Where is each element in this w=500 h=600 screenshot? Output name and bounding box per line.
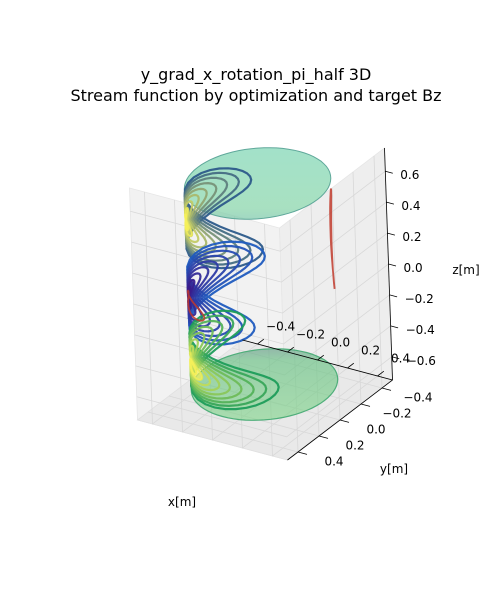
z-tick-mark-1 xyxy=(386,201,395,205)
z-tick-mark-2 xyxy=(387,232,396,236)
x-axis-label: x[m] xyxy=(168,495,196,509)
grid-line-z-1 xyxy=(131,201,387,283)
y-tick-mark-2 xyxy=(339,419,350,423)
upper_band-contour-0 xyxy=(183,167,265,270)
cylinder-body xyxy=(184,147,338,421)
y-tick-label-3: 0.2 xyxy=(345,439,364,453)
z-tick-mark-6 xyxy=(391,356,400,360)
z-tick-label-1: 0.4 xyxy=(401,199,420,213)
z-tick-mark-0 xyxy=(385,170,393,174)
y-tick-mark-0 xyxy=(381,387,392,391)
middle_band-contour-0 xyxy=(186,240,266,346)
y-tick-label-4: 0.4 xyxy=(324,455,343,469)
z-tick-mark-5 xyxy=(390,325,399,329)
target-bz-contour-left xyxy=(329,188,336,290)
x-tick-label-4: 0.4 xyxy=(391,351,410,365)
upper_band-contour-2 xyxy=(183,176,240,262)
stream-function-contours xyxy=(183,167,336,411)
z-tick-label-3: 0.0 xyxy=(404,261,423,275)
title-line-1: y_grad_x_rotation_pi_half 3D xyxy=(141,65,372,85)
x-tick-mark-3 xyxy=(347,362,355,369)
grid-line-z-3 xyxy=(133,263,389,345)
z-tick-label-5: −0.4 xyxy=(406,323,435,337)
x-tick-label-2: 0.0 xyxy=(331,335,350,349)
x-tick-label-0: −0.4 xyxy=(266,319,295,333)
grid-line-z-0 xyxy=(130,170,386,252)
z-axis-label: z[m] xyxy=(452,263,479,277)
chart-title: y_grad_x_rotation_pi_half 3D Stream func… xyxy=(70,65,441,105)
middle_band-contour-6 xyxy=(186,272,202,317)
title-line-2: Stream function by optimization and targ… xyxy=(70,86,441,105)
y-axis-label: y[m] xyxy=(380,462,408,476)
z-tick-mark-4 xyxy=(389,294,398,298)
middle_band-contour-2 xyxy=(186,249,242,338)
y-tick-label-1: −0.2 xyxy=(382,407,411,421)
y-tick-label-0: −0.4 xyxy=(403,391,432,405)
grid-line-z-6 xyxy=(136,356,392,438)
x-tick-mark-2 xyxy=(317,354,325,361)
upper_band-peak-patch xyxy=(185,207,193,237)
x-tick-mark-0 xyxy=(257,338,265,345)
x-tick-mark-1 xyxy=(287,346,295,353)
z-tick-label-2: 0.2 xyxy=(402,230,421,244)
z-tick-mark-3 xyxy=(388,263,397,267)
z-tick-label-4: −0.2 xyxy=(405,292,434,306)
upper_band-contour-1 xyxy=(183,171,252,266)
y-tick-mark-4 xyxy=(297,451,308,455)
x-tick-label-3: 0.2 xyxy=(361,343,380,357)
y-tick-mark-3 xyxy=(318,435,329,439)
grid-line-x-4 xyxy=(264,223,378,457)
axes-ticks: −0.4−0.20.00.20.4−0.4−0.20.00.20.40.60.4… xyxy=(257,168,436,469)
z-tick-label-0: 0.6 xyxy=(400,168,419,182)
z-tick-label-6: −0.6 xyxy=(407,354,436,368)
x-tick-label-1: −0.2 xyxy=(296,327,325,341)
y-tick-mark-1 xyxy=(360,403,371,407)
middle_band-peak-patch xyxy=(187,279,195,309)
lower_band-peak-patch xyxy=(190,352,203,381)
grid-line-z-2 xyxy=(132,232,388,314)
x-tick-mark-4 xyxy=(377,370,385,377)
y-tick-label-2: 0.0 xyxy=(366,423,385,437)
target-bz-contour-center xyxy=(186,289,206,322)
